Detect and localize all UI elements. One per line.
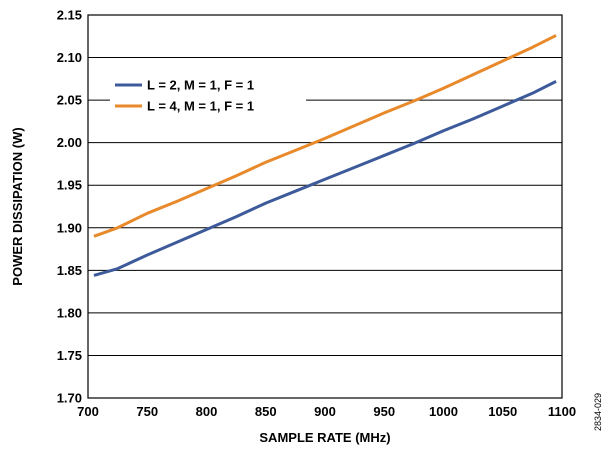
y-tick-label: 2.00: [57, 135, 82, 150]
x-axis-label: SAMPLE RATE (MHz): [259, 430, 390, 445]
plot-frame: [87, 14, 563, 399]
y-tick-label: 1.75: [57, 348, 82, 363]
x-tick-label: 1000: [429, 404, 458, 419]
y-tick-label: 1.95: [57, 178, 82, 193]
legend-entry-series-2: L = 4, M = 1, F = 1: [147, 99, 254, 114]
x-tick-label: 750: [136, 404, 158, 419]
y-tick-label: 1.80: [57, 305, 82, 320]
x-tick-label: 800: [196, 404, 218, 419]
x-tick-label: 1050: [488, 404, 517, 419]
y-tick-labels: 1.70 1.75 1.80 1.85 1.90 1.95 2.00 2.05 2.10 2.15: [57, 8, 82, 406]
y-tick-label: 2.05: [57, 93, 82, 108]
y-tick-label: 2.15: [57, 8, 82, 23]
x-tick-labels: 700 750 800 850 900 950 1000 1050 1100: [77, 404, 576, 419]
legend: L = 2, M = 1, F = 1 L = 4, M = 1, F = 1: [110, 67, 306, 117]
y-tick-label: 1.70: [57, 391, 82, 406]
y-tick-label: 1.85: [57, 263, 82, 278]
series-lines: [93, 34, 557, 277]
x-tick-label: 900: [314, 404, 336, 419]
x-tick-label: 1100: [548, 404, 576, 419]
legend-entry-series-1: L = 2, M = 1, F = 1: [147, 78, 254, 93]
y-axis-label: POWER DISSIPATION (W): [10, 127, 25, 285]
y-tick-label: 2.10: [57, 50, 82, 65]
x-tick-label: 850: [255, 404, 277, 419]
x-tick-label: 950: [373, 404, 395, 419]
figure-id: 2834-029: [593, 393, 603, 431]
series-line-1: [93, 80, 557, 277]
series-line-2: [93, 34, 557, 238]
legend-background: [110, 67, 306, 117]
x-tick-label: 700: [77, 404, 99, 419]
y-tick-label: 1.90: [57, 220, 82, 235]
